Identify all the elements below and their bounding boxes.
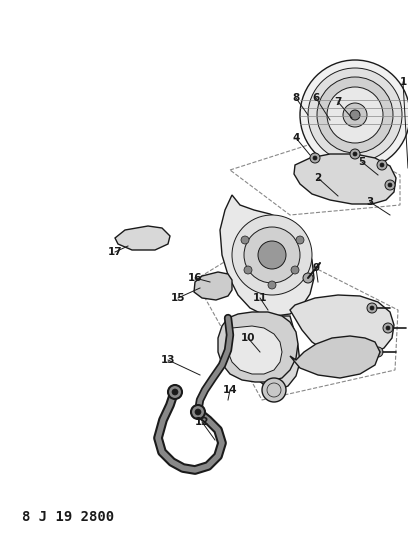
Circle shape [385,180,395,190]
Circle shape [373,347,383,357]
Circle shape [370,306,374,310]
Polygon shape [250,316,300,390]
Circle shape [296,236,304,244]
Circle shape [168,385,182,399]
Circle shape [376,350,380,354]
Text: 3: 3 [366,197,374,207]
Circle shape [310,153,320,163]
Text: 1: 1 [399,77,407,87]
Text: 9: 9 [313,263,319,273]
Circle shape [244,227,300,283]
Circle shape [195,409,201,415]
Circle shape [232,215,312,295]
Text: 7: 7 [334,97,341,107]
Circle shape [327,87,383,143]
Text: 8: 8 [293,93,299,103]
Text: 4: 4 [292,133,300,143]
Text: 2: 2 [315,173,322,183]
Circle shape [388,183,392,187]
Circle shape [377,160,387,170]
Polygon shape [218,312,298,382]
Text: 14: 14 [223,385,237,395]
Circle shape [262,378,286,402]
Circle shape [367,303,377,313]
Polygon shape [294,154,396,204]
Circle shape [343,103,367,127]
Circle shape [244,266,252,274]
Circle shape [300,60,408,170]
Circle shape [241,236,249,244]
Circle shape [308,68,402,162]
Circle shape [383,323,393,333]
Circle shape [350,149,360,159]
Circle shape [380,163,384,167]
Text: 13: 13 [161,355,175,365]
Circle shape [317,77,393,153]
Circle shape [172,389,178,395]
Text: 16: 16 [188,273,202,283]
Polygon shape [220,195,314,316]
Polygon shape [290,336,380,378]
Circle shape [350,110,360,120]
Circle shape [268,281,276,289]
Circle shape [258,241,286,269]
Circle shape [291,266,299,274]
Text: 6: 6 [313,93,319,103]
Text: 10: 10 [241,333,255,343]
Text: 17: 17 [108,247,122,257]
Text: 5: 5 [358,157,366,167]
Text: 8 J 19 2800: 8 J 19 2800 [22,510,114,524]
Polygon shape [194,272,232,300]
Text: 12: 12 [195,417,209,427]
Text: 15: 15 [171,293,185,303]
Polygon shape [228,326,282,374]
Circle shape [191,405,205,419]
Text: 11: 11 [253,293,267,303]
Circle shape [386,326,390,330]
Polygon shape [290,295,394,357]
Circle shape [303,273,313,283]
Circle shape [353,152,357,156]
Polygon shape [115,226,170,250]
Circle shape [313,156,317,160]
